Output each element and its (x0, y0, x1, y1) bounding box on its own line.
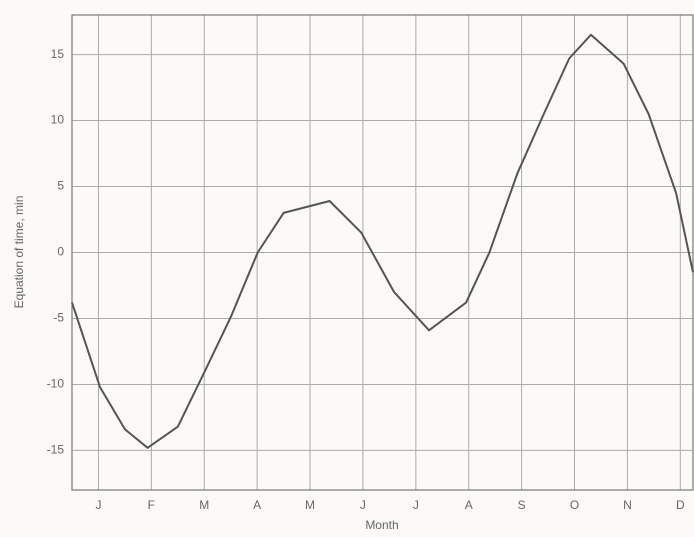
y-tick-label: -15 (47, 443, 65, 457)
y-tick-label: 0 (57, 245, 64, 259)
y-tick-label: 10 (51, 113, 65, 127)
x-tick-label: S (518, 498, 526, 512)
y-tick-label: 5 (57, 179, 64, 193)
x-tick-label: O (570, 498, 579, 512)
x-tick-label: F (148, 498, 155, 512)
x-axis-label: Month (365, 518, 398, 532)
x-tick-label: A (253, 498, 261, 512)
chart: Equation of time, min Month 15 10 5 0 -5 -10 -… (0, 0, 694, 537)
y-axis-label: Equation of time, min (12, 196, 26, 309)
x-tick-label: N (623, 498, 632, 512)
y-tick-label: -10 (47, 377, 65, 391)
x-tick-label: J (413, 498, 419, 512)
page: Equation of time, min Month 15 10 5 0 -5 -10 -… (0, 0, 694, 537)
x-tick-label: M (199, 498, 209, 512)
x-tick-label: M (305, 498, 315, 512)
x-tick-label: A (465, 498, 473, 512)
x-tick-label: J (95, 498, 101, 512)
y-tick-label: -5 (53, 311, 64, 325)
x-tick-label: J (360, 498, 366, 512)
data-line (72, 35, 693, 448)
x-tick-label: D (676, 498, 685, 512)
y-tick-label: 15 (51, 47, 65, 61)
